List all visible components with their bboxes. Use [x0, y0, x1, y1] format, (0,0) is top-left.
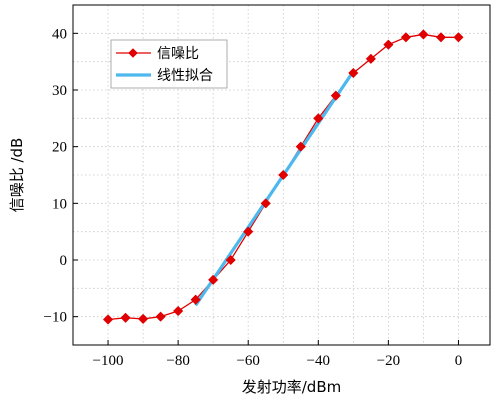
- snr-data-point: [225, 254, 236, 266]
- x-tick-label: −100: [93, 353, 124, 369]
- snr-data-point: [278, 169, 289, 181]
- snr-data-point: [155, 311, 166, 322]
- y-tick-label: 40: [52, 26, 67, 42]
- series-layer: [102, 29, 464, 325]
- snr-data-point: [400, 32, 412, 43]
- snr-data-point: [383, 39, 394, 50]
- x-tick-label: −20: [377, 353, 400, 369]
- y-tick-label: 10: [52, 196, 67, 212]
- snr-data-point: [435, 32, 447, 43]
- snr-data-point: [330, 90, 341, 101]
- plot-frame: [72, 4, 491, 346]
- y-tick-label: −10: [44, 310, 67, 326]
- snr-data-point: [102, 314, 114, 325]
- snr-data-point: [313, 113, 324, 124]
- x-axis-label: 发射功率/dBm: [242, 378, 341, 396]
- x-tick-label: −40: [307, 353, 330, 369]
- snr-data-point: [190, 294, 201, 305]
- y-tick-label: 0: [60, 253, 68, 269]
- snr-data-point: [365, 53, 377, 64]
- legend-snr-marker: [128, 48, 138, 58]
- snr-data-point: [243, 226, 254, 237]
- snr-data-point: [260, 198, 271, 209]
- linear-fit-line: [194, 70, 355, 307]
- legend-fit-label: 线性拟合: [157, 68, 213, 84]
- x-tick-label: −60: [236, 353, 259, 369]
- snr-data-point: [348, 67, 359, 79]
- y-tick-label: 30: [52, 83, 67, 99]
- y-tick-label: 20: [52, 140, 67, 156]
- x-tick-label: −80: [166, 353, 189, 369]
- y-axis-label: 信噪比 /dB: [8, 138, 26, 213]
- snr-data-point: [120, 312, 131, 323]
- snr-data-point: [453, 32, 464, 43]
- snr-data-point: [295, 141, 306, 152]
- legend-box: [110, 39, 228, 89]
- snr-data-point: [208, 274, 219, 285]
- snr-data-point: [418, 29, 429, 40]
- x-tick-label: 0: [455, 353, 463, 369]
- legend-snr-label: 信噪比: [157, 46, 199, 62]
- snr-data-point: [137, 313, 149, 325]
- snr-data-point: [172, 305, 184, 317]
